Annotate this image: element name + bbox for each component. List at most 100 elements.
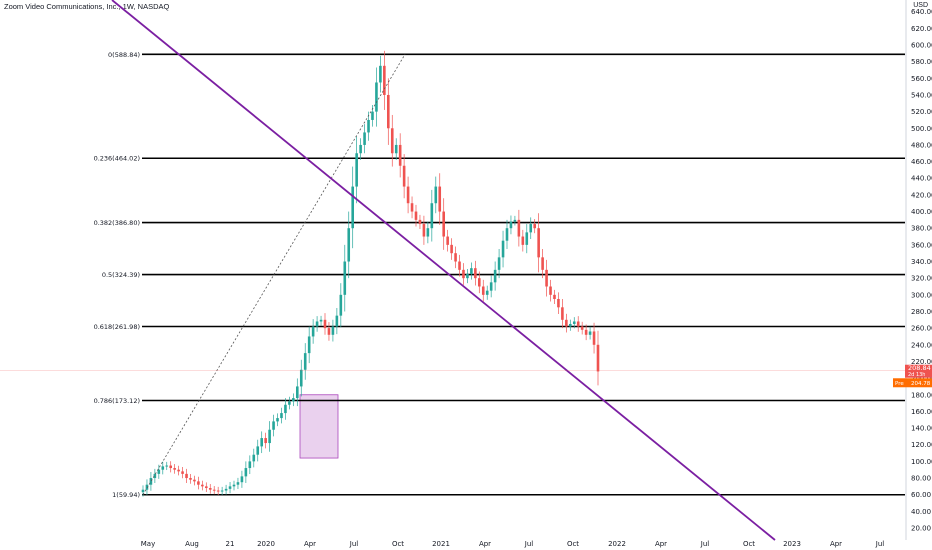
- candle-body: [493, 269, 497, 283]
- candle-body: [165, 465, 169, 467]
- fib-label: 0.5(324.39): [102, 271, 140, 279]
- x-tick-label: Oct: [743, 540, 755, 548]
- candle-body: [232, 484, 236, 487]
- candle-body: [375, 82, 378, 112]
- candle-body: [580, 326, 584, 330]
- y-axis[interactable]: 640.00 620.00 600.00 580.00 560.00 540.00 520.…: [905, 0, 932, 540]
- candle-body: [557, 298, 560, 308]
- candle-body: [327, 328, 331, 335]
- candle-body: [256, 446, 260, 455]
- candle-body: [390, 128, 394, 154]
- candle-body: [351, 186, 354, 229]
- trendline-layer[interactable]: [0, 0, 905, 541]
- trendline[interactable]: [111, 0, 776, 541]
- candle-body: [402, 165, 406, 187]
- y-tick-label: 120.00: [911, 441, 932, 449]
- x-axis[interactable]: May Aug 21 2020 Apr Jul Oct 2021 Apr Jul Oct 2022 Ap…: [141, 540, 885, 548]
- candle-body: [288, 401, 291, 405]
- y-tick-label: 160.00: [911, 408, 932, 416]
- candle-body: [323, 319, 327, 329]
- highlight-box-layer: [299, 394, 339, 459]
- x-tick-label: 2023: [783, 540, 801, 548]
- candle-body: [584, 329, 588, 335]
- candle-body: [553, 294, 556, 299]
- candle-body: [462, 269, 465, 279]
- candle-body: [406, 186, 410, 204]
- candle-body: [240, 476, 244, 483]
- candle-body: [442, 211, 445, 237]
- y-tick-label: 380.00: [911, 225, 932, 233]
- candle-body: [343, 261, 347, 295]
- y-tick-label: 480.00: [911, 141, 932, 149]
- candle-body: [565, 319, 568, 327]
- candle-body: [208, 488, 212, 490]
- candle-body: [292, 398, 295, 402]
- candle-body: [252, 454, 256, 462]
- y-tick-label: 560.00: [911, 75, 932, 83]
- candle-body: [379, 65, 382, 83]
- y-tick-label: 520.00: [911, 108, 932, 116]
- candle-body: [205, 486, 208, 489]
- candle-body: [149, 478, 153, 485]
- pre-badge-label: Pre: [895, 381, 904, 387]
- x-tick-label: May: [141, 540, 155, 548]
- y-tick-label: 60.00: [911, 491, 931, 499]
- candle-body: [193, 479, 196, 482]
- candle-body: [299, 369, 303, 387]
- candle-body: [454, 253, 457, 262]
- candle-body: [311, 326, 315, 337]
- candle-body: [533, 224, 536, 229]
- candle-body: [576, 321, 580, 327]
- candle-body: [347, 228, 351, 262]
- candle-body: [371, 111, 374, 120]
- candle-body: [212, 489, 216, 491]
- candle-body: [470, 268, 473, 275]
- y-tick-label: 580.00: [911, 58, 932, 66]
- candle-body: [284, 404, 287, 414]
- candle-body: [189, 478, 192, 480]
- y-tick-label: 540.00: [911, 91, 932, 99]
- fib-label: 0(588.84): [108, 51, 140, 59]
- candle-body: [521, 236, 525, 245]
- y-tick-label: 400.00: [911, 208, 932, 216]
- y-tick-label: 440.00: [911, 175, 932, 183]
- candle-body: [398, 144, 402, 166]
- currency-label: USD: [913, 2, 928, 9]
- y-tick-label: 340.00: [911, 258, 932, 266]
- fib-label: 0.786(173.12): [94, 397, 140, 405]
- candle-body: [517, 219, 521, 237]
- y-tick-label: 620.00: [911, 25, 932, 33]
- candle-body: [541, 257, 544, 270]
- x-tick-label: Jul: [524, 540, 534, 548]
- fib-label: 0.382(386.80): [94, 219, 140, 227]
- x-tick-label: 2021: [432, 540, 450, 548]
- y-tick-label: 460.00: [911, 158, 932, 166]
- candle-body: [264, 438, 267, 444]
- price-badge-value: 208.84: [908, 364, 931, 372]
- candle-body: [434, 186, 438, 204]
- candle-body: [161, 466, 165, 470]
- candle-body: [169, 465, 172, 469]
- candle-body: [248, 461, 252, 469]
- highlight-box: [299, 394, 339, 459]
- chart-title: Zoom Video Communications, Inc., 1W, NAS…: [4, 2, 170, 11]
- price-badge: [905, 364, 932, 378]
- candle-body: [303, 353, 307, 370]
- candle-body: [197, 481, 200, 485]
- candle-body: [497, 257, 501, 270]
- candle-body: [319, 319, 323, 322]
- candle-body: [363, 132, 366, 145]
- candle-body: [489, 282, 493, 291]
- candle-body: [359, 144, 362, 154]
- x-tick-label: 21: [226, 540, 235, 548]
- candle-body: [307, 336, 311, 354]
- x-tick-label: Apr: [655, 540, 667, 548]
- candle-body: [173, 468, 176, 470]
- candle-body: [201, 484, 204, 487]
- candle-body: [280, 413, 283, 419]
- x-tick-label: Apr: [830, 540, 842, 548]
- candle-body: [561, 307, 564, 320]
- y-tick-label: 320.00: [911, 275, 932, 283]
- candle-body: [335, 315, 339, 327]
